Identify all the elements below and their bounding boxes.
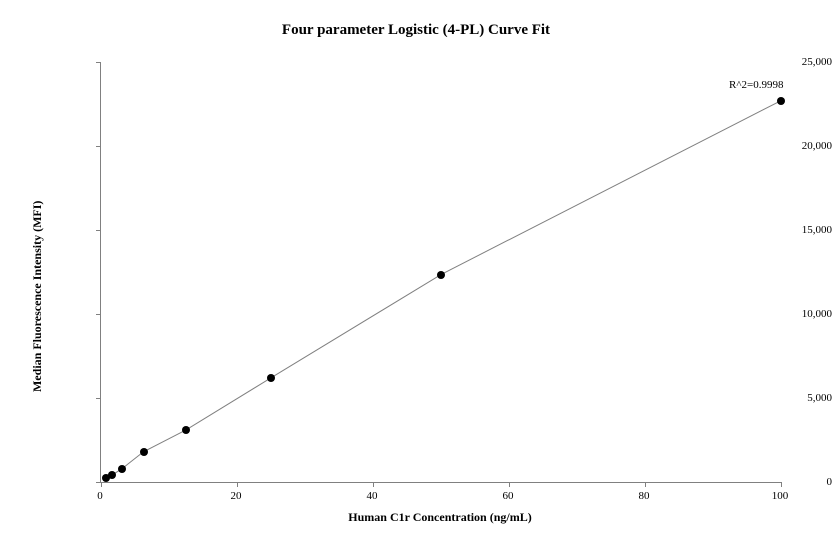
data-point <box>777 97 785 105</box>
curve-path <box>106 101 781 478</box>
y-tick-mark <box>96 146 101 147</box>
x-tick-label: 20 <box>231 490 242 502</box>
x-tick-label: 0 <box>97 490 103 502</box>
plot-area: R^2=0.9998 <box>100 62 781 483</box>
x-tick-mark <box>509 482 510 487</box>
y-tick-mark <box>96 62 101 63</box>
y-tick-mark <box>96 230 101 231</box>
y-tick-label: 20,000 <box>742 140 832 152</box>
y-axis-label: Median Fluorescence Intensity (MFI) <box>30 201 45 392</box>
x-tick-mark <box>373 482 374 487</box>
y-tick-label: 15,000 <box>742 224 832 236</box>
data-point <box>108 471 116 479</box>
x-tick-label: 80 <box>639 490 650 502</box>
x-tick-label: 60 <box>503 490 514 502</box>
data-point <box>437 271 445 279</box>
y-tick-label: 0 <box>742 476 832 488</box>
chart-title: Four parameter Logistic (4-PL) Curve Fit <box>0 22 832 39</box>
chart-container: Four parameter Logistic (4-PL) Curve Fit… <box>0 0 832 560</box>
y-tick-mark <box>96 314 101 315</box>
x-tick-mark <box>101 482 102 487</box>
data-point <box>267 374 275 382</box>
y-tick-label: 5,000 <box>742 392 832 404</box>
x-tick-mark <box>645 482 646 487</box>
data-point <box>118 465 126 473</box>
y-tick-label: 10,000 <box>742 308 832 320</box>
x-axis-label: Human C1r Concentration (ng/mL) <box>100 510 780 525</box>
x-tick-mark <box>237 482 238 487</box>
data-point <box>182 426 190 434</box>
y-tick-label: 25,000 <box>742 56 832 68</box>
x-tick-label: 40 <box>367 490 378 502</box>
x-tick-label: 100 <box>772 490 789 502</box>
data-point <box>140 448 148 456</box>
y-tick-mark <box>96 398 101 399</box>
r-squared-annotation: R^2=0.9998 <box>729 79 783 91</box>
